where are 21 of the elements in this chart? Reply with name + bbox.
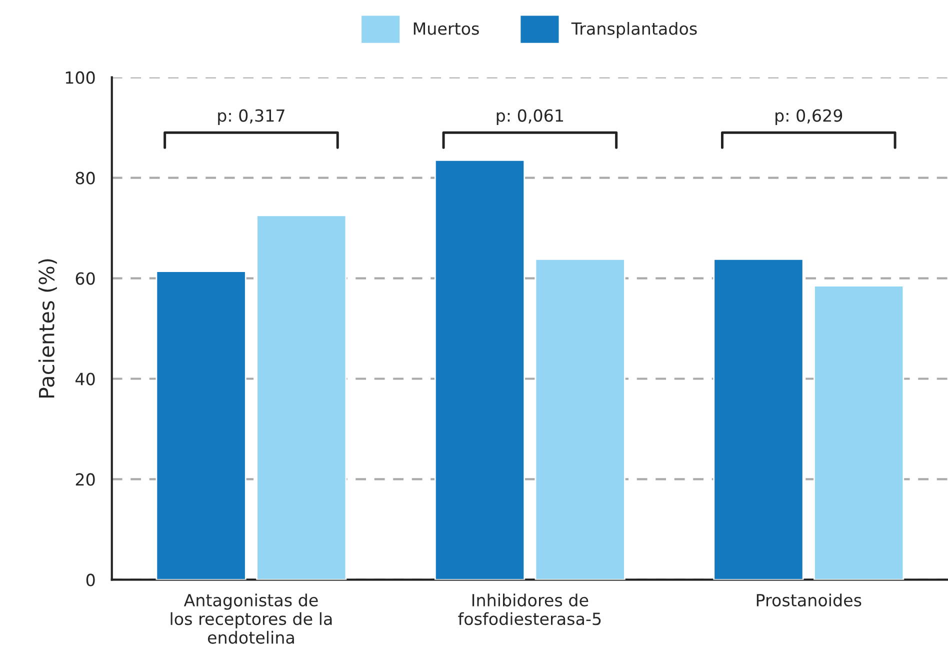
annotation: p: 0,317 [218, 109, 284, 126]
y-tick-label: 20 [76, 473, 95, 486]
annotation: p: 0,061 [496, 109, 563, 126]
x-tick-label: Antagonistas de los receptores de la endotelina [170, 594, 332, 644]
y-tick-label: 0 [86, 574, 95, 586]
y-tick-label: 100 [66, 71, 95, 84]
y-axis-title: Pacientes (%) [38, 259, 57, 398]
y-tick-label: 80 [76, 172, 95, 184]
bar [814, 285, 904, 580]
bar [534, 258, 626, 580]
bar [256, 214, 347, 580]
y-tick-label: 40 [76, 372, 95, 386]
legend-label: Muertos [414, 22, 479, 35]
y-tick-label: 60 [76, 272, 95, 285]
annotation: p: 0,629 [776, 109, 842, 126]
bar [156, 270, 246, 580]
bar [434, 160, 526, 580]
bar [713, 258, 804, 580]
x-tick-label: Inhibidores de fosfodiesterasa-5 [458, 594, 601, 626]
legend-label: Transplantados [571, 22, 697, 38]
x-tick-label: Prostanoides [756, 594, 862, 606]
